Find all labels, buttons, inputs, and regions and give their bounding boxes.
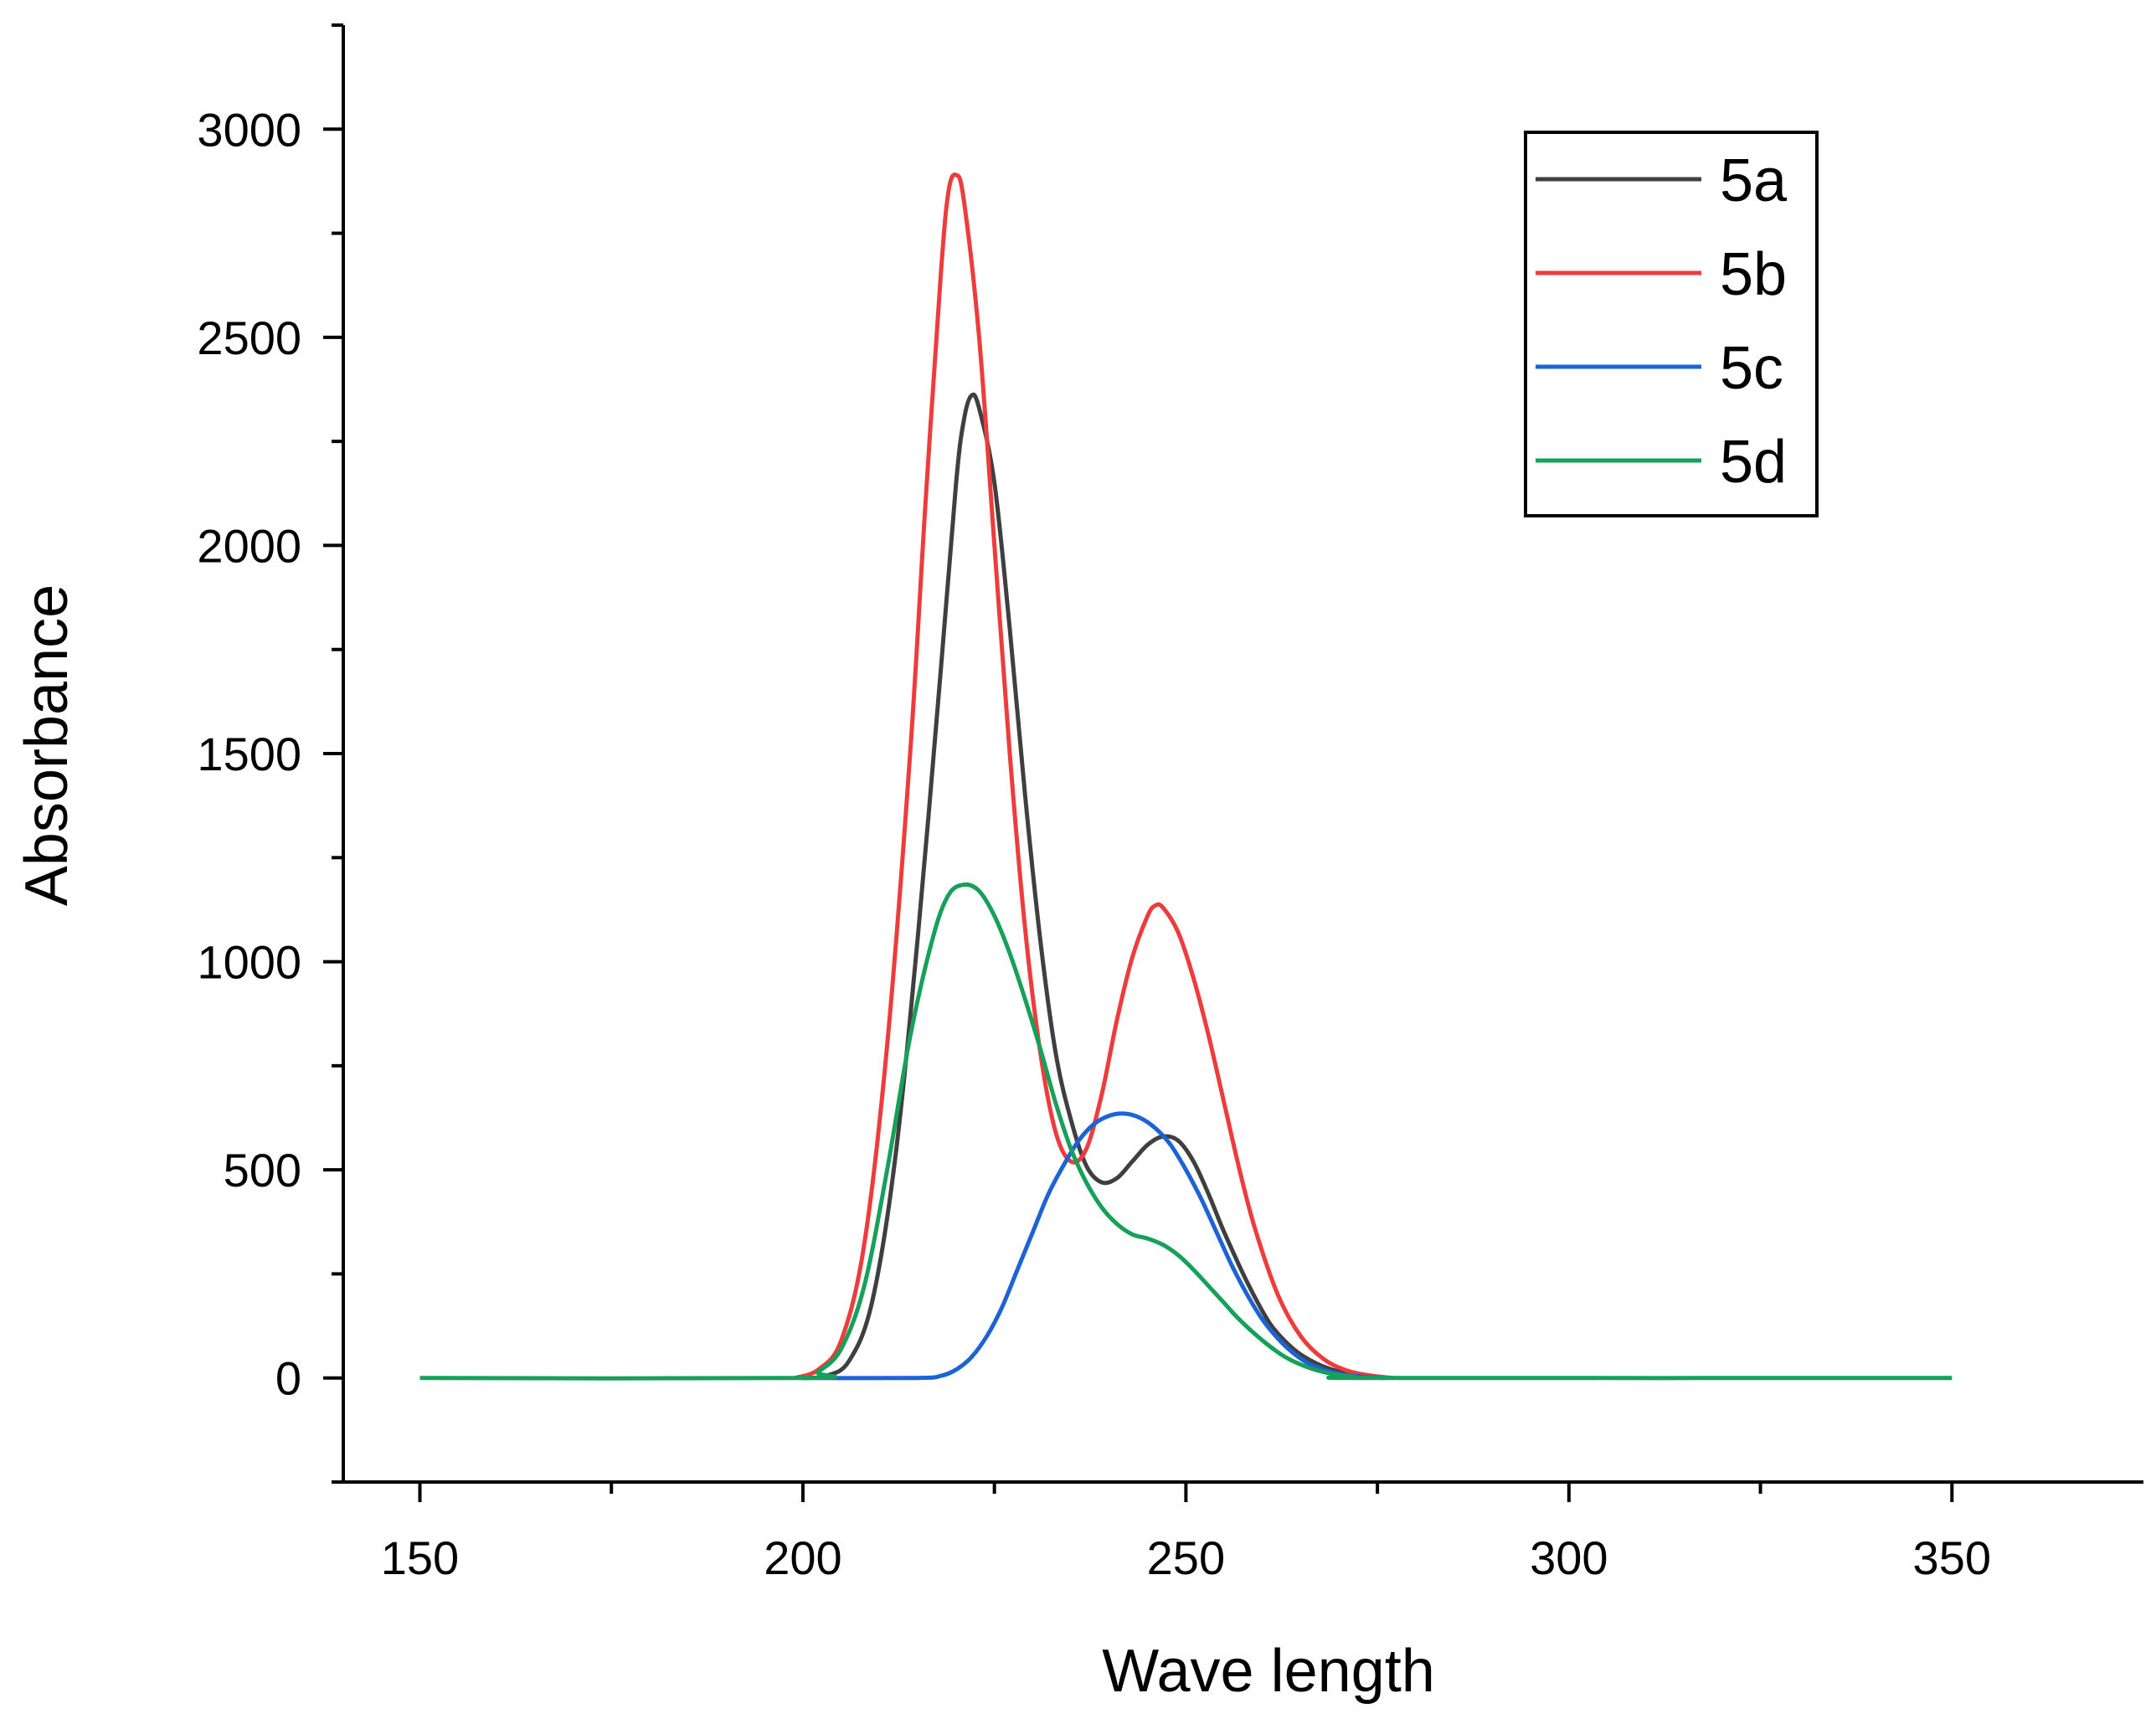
series-lines — [419, 172, 1953, 1381]
x-tick-label: 300 — [1530, 1531, 1608, 1584]
legend-box — [1524, 131, 1819, 517]
x-tick-label: 350 — [1913, 1531, 1991, 1584]
y-tick-label: 0 — [275, 1352, 301, 1405]
x-tick-label: 250 — [1147, 1531, 1225, 1584]
series-line-5a — [802, 392, 1386, 1381]
y-tick-label: 2000 — [197, 519, 301, 572]
legend-label-5a: 5a — [1720, 147, 1788, 214]
y-axis-ticks: 0 500 1000 1500 2000 2500 3000 — [197, 23, 343, 1484]
y-tick-label: 1000 — [197, 936, 301, 989]
y-tick-label: 1500 — [197, 728, 301, 780]
series-line-5c — [802, 1111, 1386, 1381]
series-line-5d — [419, 882, 1953, 1381]
legend: 5a 5b 5c 5d — [1524, 131, 1819, 517]
legend-label-5b: 5b — [1720, 241, 1787, 308]
x-tick-label: 150 — [381, 1531, 459, 1584]
legend-label-5c: 5c — [1720, 335, 1783, 402]
y-axis-title: Absorbance — [13, 584, 80, 906]
y-tick-label: 500 — [224, 1144, 301, 1197]
legend-label-5d: 5d — [1720, 429, 1787, 496]
x-axis-title: Wave length — [1102, 1638, 1435, 1705]
x-axis-ticks: 150 200 250 300 350 — [381, 1482, 1991, 1584]
y-tick-label: 3000 — [197, 103, 301, 156]
y-tick-label: 2500 — [197, 311, 301, 364]
x-tick-label: 200 — [764, 1531, 841, 1584]
